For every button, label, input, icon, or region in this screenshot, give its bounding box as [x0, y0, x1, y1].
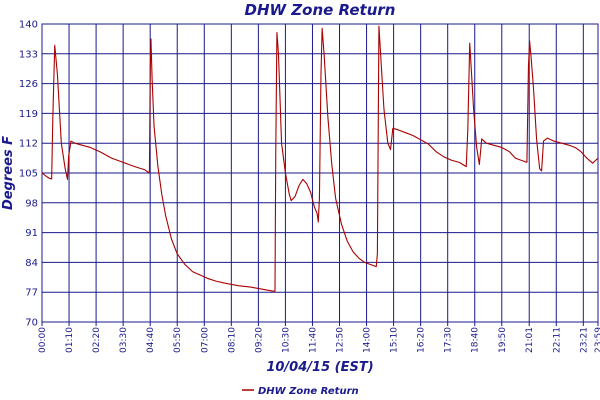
y-tick-label: 77 — [25, 288, 38, 299]
y-tick-label: 119 — [19, 109, 38, 120]
x-tick-label: 02:20 — [92, 327, 102, 353]
x-tick-label: 23:21 — [579, 327, 589, 353]
x-tick-label: 05:50 — [173, 327, 183, 353]
chart-title: DHW Zone Return — [245, 1, 396, 19]
x-tick-label: 12:50 — [336, 327, 346, 353]
x-tick-label: 00:00 — [38, 327, 48, 353]
x-tick-label: 09:20 — [254, 327, 264, 353]
y-tick-label: 126 — [19, 79, 38, 90]
x-tick-label: 23:59 — [594, 327, 600, 353]
y-tick-label: 112 — [19, 139, 38, 150]
series-line — [41, 25, 599, 292]
y-tick-label: 98 — [25, 198, 38, 209]
y-tick-label: 140 — [19, 20, 38, 31]
legend-label: DHW Zone Return — [258, 386, 359, 397]
series-group — [41, 25, 599, 292]
y-axis-ticks: 70 77 84 91 98 105 112 119 126 133 140 — [19, 20, 38, 329]
x-tick-label: 17:30 — [444, 327, 454, 353]
x-tick-label: 03:30 — [119, 327, 129, 353]
x-tick-label: 14:00 — [363, 327, 373, 353]
x-axis-ticks: 00:00 01:10 02:20 03:30 04:40 05:50 07:00 08:10… — [38, 322, 600, 353]
x-tick-label: 15:10 — [390, 327, 400, 353]
y-tick-label: 105 — [19, 169, 38, 180]
x-tick-label: 19:50 — [498, 327, 508, 353]
x-tick-label: 18:40 — [471, 327, 481, 353]
x-tick-label: 10:30 — [281, 327, 291, 353]
legend: DHW Zone Return — [242, 386, 359, 397]
x-tick-label: 01:10 — [65, 327, 75, 353]
x-tick-label: 16:20 — [417, 327, 427, 353]
y-tick-label: 133 — [19, 49, 38, 60]
x-tick-label: 04:40 — [146, 327, 156, 353]
x-tick-label: 08:10 — [227, 327, 237, 353]
x-tick-label: 07:00 — [200, 327, 210, 353]
y-axis-label: Degrees F — [1, 136, 16, 210]
y-tick-label: 91 — [25, 228, 38, 239]
x-tick-label: 22:11 — [552, 327, 562, 353]
y-tick-label: 70 — [25, 318, 38, 329]
x-tick-label: 11:40 — [308, 327, 318, 353]
y-tick-label: 84 — [25, 258, 38, 269]
x-tick-label: 21:01 — [525, 327, 535, 353]
x-axis-label: 10/04/15 (EST) — [266, 360, 373, 375]
